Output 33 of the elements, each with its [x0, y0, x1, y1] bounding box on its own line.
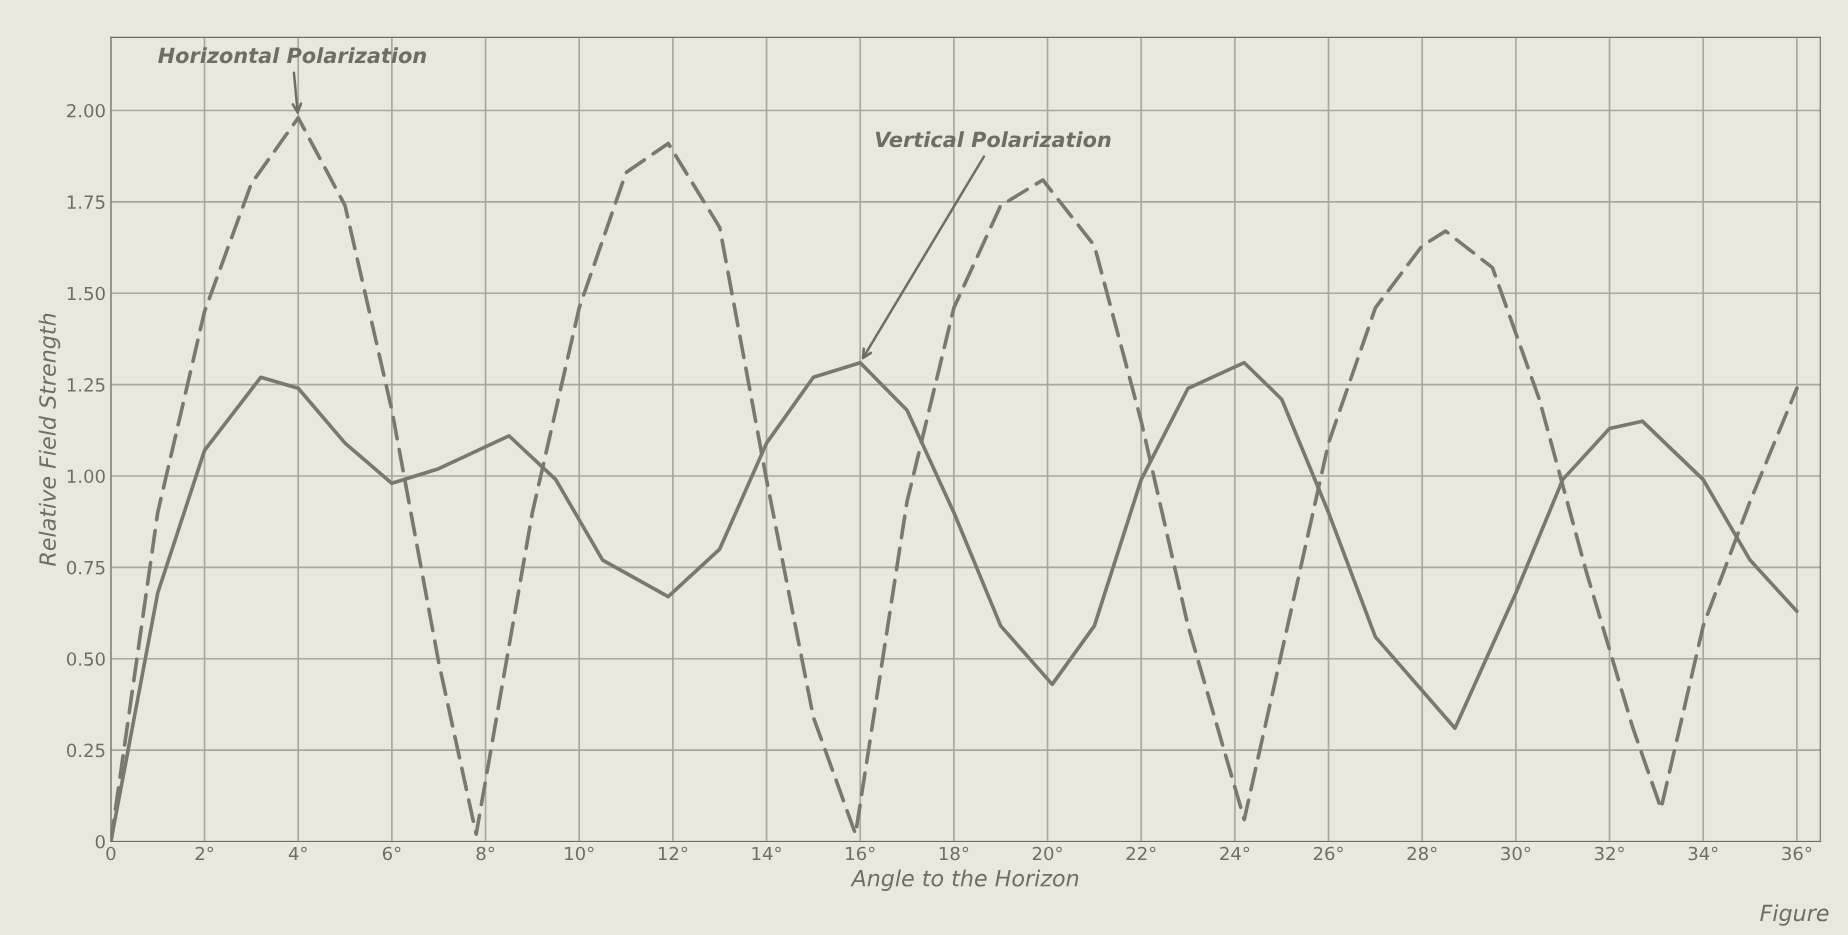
x-tick-label: 28°: [1407, 846, 1437, 861]
y-tick-label: 0.50: [67, 652, 105, 666]
x-tick-label: 18°: [939, 846, 969, 861]
x-tick-label: 0: [106, 846, 116, 861]
text: Figure: [1760, 904, 1829, 926]
x-tick-label: 4°: [288, 846, 307, 861]
y-tick-label: 1.25: [67, 378, 105, 392]
x-tick-label: 8°: [476, 846, 495, 861]
x-tick-label: 16°: [846, 846, 875, 861]
x-tick-label: 10°: [565, 846, 594, 861]
y-tick-label: 1.00: [67, 469, 105, 484]
x-tick-label: 22°: [1126, 846, 1156, 861]
x-tick-label: 34°: [1688, 846, 1718, 861]
x-tick-label: 36°: [1782, 846, 1812, 861]
y-tick-label: 1.50: [67, 286, 105, 301]
x-tick-label: 14°: [752, 846, 781, 861]
x-tick-label: 24°: [1220, 846, 1250, 861]
annotation: Vertical Polarization: [875, 131, 1111, 148]
y-tick-label: 2.00: [67, 103, 105, 118]
x-tick-label: 30°: [1501, 846, 1531, 861]
x-tick-label: 20°: [1032, 846, 1062, 861]
y-tick-label: 1.75: [67, 195, 105, 209]
x-tick-label: 26°: [1313, 846, 1343, 861]
y-tick-label: 0.25: [67, 743, 105, 758]
x-tick-label: 2°: [195, 846, 214, 861]
x-tick-label: 32°: [1594, 846, 1624, 861]
x-tick-label: 6°: [382, 846, 401, 861]
x-tick-label: 12°: [658, 846, 688, 861]
y-tick-label: 0.75: [67, 560, 105, 575]
y-tick-label: 0: [95, 834, 105, 849]
x-axis-title: Angle to the Horizon: [850, 869, 1079, 891]
annotation: Horizontal Polarization: [158, 47, 426, 64]
y-axis-title: Relative Field Strength: [38, 313, 61, 566]
